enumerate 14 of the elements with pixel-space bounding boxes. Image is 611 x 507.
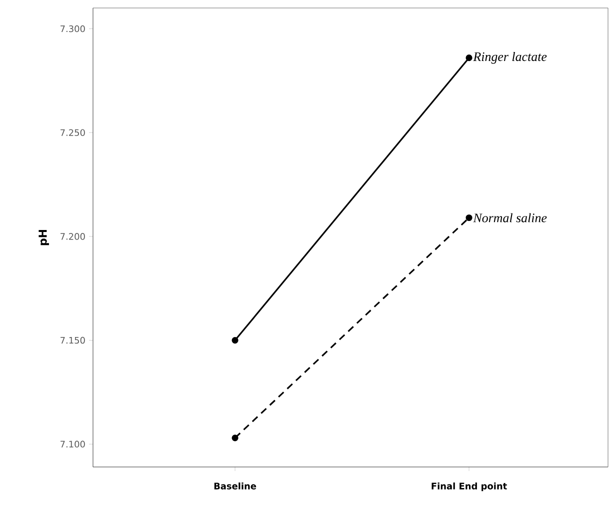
point — [232, 337, 238, 344]
series-label: Ringer lactate — [473, 52, 547, 64]
point — [232, 434, 238, 442]
point — [466, 214, 472, 222]
point — [466, 54, 472, 62]
y-axis-title: pH — [38, 230, 49, 246]
y-tick-label: 7.100 — [60, 440, 85, 448]
x-tick-label: Baseline — [214, 482, 256, 490]
y-tick-label: 7.300 — [60, 25, 85, 32]
y-tick-label: 7.200 — [60, 233, 85, 240]
y-tick-label: 7.150 — [60, 336, 85, 344]
series-label: Normal saline — [473, 213, 547, 222]
y-tick-label: 7.250 — [60, 129, 85, 136]
x-tick-label: Final End point — [432, 482, 507, 492]
